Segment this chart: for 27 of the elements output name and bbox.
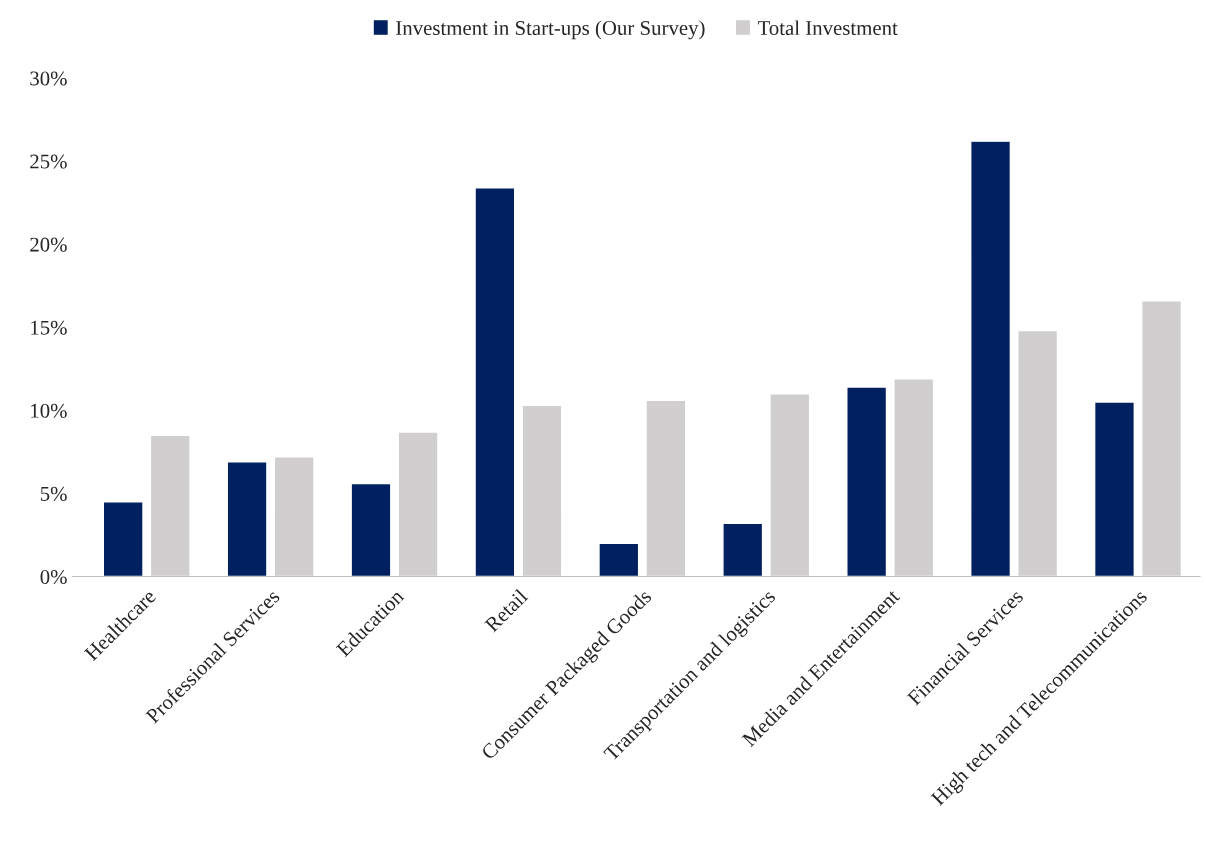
y-tick-label: 20%: [30, 237, 67, 252]
bar: [273, 456, 315, 577]
y-tick-label: 25%: [30, 154, 67, 169]
bar: [598, 542, 640, 577]
bar: [350, 482, 392, 577]
legend-label: Total Investment: [757, 20, 898, 36]
bar: [102, 501, 144, 577]
bar: [769, 393, 811, 577]
bar: [846, 386, 888, 577]
bar: [226, 461, 268, 577]
bar: [521, 404, 563, 577]
y-tick-label: 15%: [31, 320, 67, 335]
bar: [397, 431, 439, 577]
bar: [893, 378, 935, 577]
legend-label: Investment in Start-ups (Our Survey): [396, 20, 705, 40]
y-tick-label: 5%: [40, 486, 67, 501]
y-tick-label: 30%: [30, 71, 67, 86]
bar: [645, 399, 687, 577]
bar: [1093, 401, 1135, 577]
y-tick-label: 0%: [40, 569, 67, 585]
bar: [1017, 329, 1059, 577]
bar: [722, 522, 764, 577]
y-tick-label: 10%: [31, 403, 67, 418]
bar: [970, 140, 1012, 577]
bar: [1141, 300, 1183, 577]
bar: [149, 434, 191, 577]
bar: [474, 187, 516, 577]
